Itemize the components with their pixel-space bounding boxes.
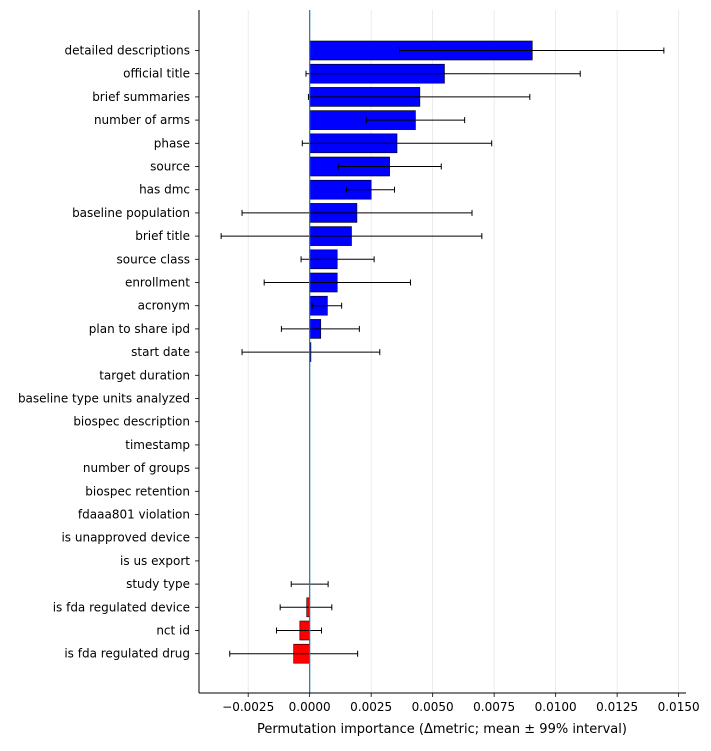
category-label: is fda regulated device: [53, 600, 190, 614]
category-label: biospec retention: [85, 484, 190, 498]
category-label: brief summaries: [92, 90, 190, 104]
errorbar-layer: [220, 47, 665, 657]
category-label: phase: [154, 136, 190, 150]
axis-layer: [195, 10, 686, 697]
category-label: brief title: [135, 229, 190, 243]
category-label: plan to share ipd: [89, 322, 190, 336]
x-axis-title: Permutation importance (Δmetric; mean ± …: [257, 722, 627, 737]
category-label: fdaaa801 violation: [78, 508, 190, 522]
category-label: biospec description: [73, 415, 190, 429]
category-label: timestamp: [125, 438, 190, 452]
category-label: study type: [126, 577, 190, 591]
x-tick-label: 0.0050: [412, 700, 454, 714]
x-tick-label: 0.0000: [289, 700, 331, 714]
category-label: detailed descriptions: [64, 44, 190, 58]
category-label: is us export: [120, 554, 190, 568]
label-layer: detailed descriptions official title brief…: [18, 44, 700, 715]
category-label: source class: [117, 252, 190, 266]
x-tick-label: 0.0100: [535, 700, 577, 714]
category-label: baseline population: [72, 206, 190, 220]
category-label: baseline type units analyzed: [18, 392, 190, 406]
category-label: has dmc: [139, 183, 190, 197]
category-label: is unapproved device: [61, 531, 190, 545]
x-tick-label: 0.0125: [596, 700, 638, 714]
x-tick-label: 0.0150: [658, 700, 700, 714]
category-label: source: [150, 160, 190, 174]
category-label: number of arms: [94, 113, 190, 127]
x-tick-label: −0.0025: [222, 700, 274, 714]
category-label: nct id: [156, 624, 190, 638]
x-tick-label: 0.0075: [473, 700, 515, 714]
category-label: official title: [123, 67, 190, 81]
category-label: acronym: [138, 299, 190, 313]
category-label: start date: [131, 345, 190, 359]
category-label: number of groups: [83, 461, 190, 475]
category-label: is fda regulated drug: [64, 647, 190, 661]
category-label: enrollment: [125, 276, 190, 290]
category-label: target duration: [99, 368, 190, 382]
x-tick-label: 0.0025: [350, 700, 392, 714]
